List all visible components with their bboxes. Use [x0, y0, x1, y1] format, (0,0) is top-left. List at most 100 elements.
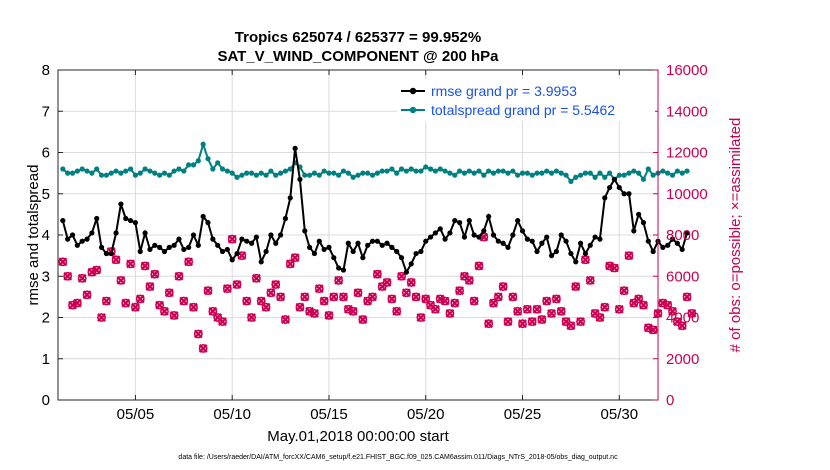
- obs-possible-point: [576, 317, 585, 327]
- y-tick-label-left: 2: [42, 310, 50, 327]
- y-tick-label-left: 6: [42, 145, 50, 162]
- obs-assimilated-point: [368, 292, 377, 302]
- rmse-point: [84, 236, 90, 242]
- obs-possible-point: [397, 271, 406, 281]
- totalspread-point: [389, 166, 395, 172]
- totalspread-point: [229, 170, 235, 176]
- obs-possible-point: [203, 286, 213, 296]
- totalspread-point: [650, 172, 656, 178]
- totalspread-point: [316, 172, 322, 178]
- obs-assimilated-point: [276, 292, 285, 302]
- totalspread-point: [510, 168, 516, 174]
- totalspread-point: [553, 168, 559, 174]
- rmse-point: [597, 236, 603, 242]
- rmse-point: [602, 195, 608, 201]
- obs-possible-point: [639, 300, 648, 310]
- rmse-point: [374, 238, 380, 244]
- rmse-point: [210, 236, 216, 242]
- rmse-point: [292, 145, 298, 151]
- obs-possible-point: [474, 261, 484, 271]
- totalspread-point: [495, 168, 501, 174]
- totalspread-point: [374, 170, 380, 176]
- rmse-point: [79, 238, 85, 244]
- rmse-point: [394, 248, 400, 255]
- obs-assimilated-point: [227, 234, 237, 244]
- obs-possible-point: [169, 311, 179, 320]
- rmse-point: [631, 228, 637, 234]
- y-tick-label-right: 8000: [666, 227, 699, 244]
- rmse-point: [326, 244, 332, 250]
- rmse-point: [684, 230, 690, 236]
- obs-possible-point: [232, 280, 242, 289]
- obs-possible-point: [281, 315, 290, 324]
- obs-assimilated-point: [624, 251, 634, 261]
- obs-possible-point: [406, 278, 416, 287]
- obs-assimilated-point: [232, 280, 242, 289]
- rmse-point: [229, 257, 235, 263]
- rmse-point: [340, 267, 347, 273]
- totalspread-point: [486, 168, 492, 174]
- obs-assimilated-point: [493, 292, 503, 302]
- totalspread-point: [161, 170, 168, 176]
- totalspread-line: [62, 140, 688, 183]
- rmse-point: [355, 240, 361, 246]
- obs-assimilated-point: [527, 317, 537, 327]
- rmse-point: [94, 215, 100, 222]
- obs-assimilated-point: [184, 257, 194, 267]
- rmse-point: [350, 248, 356, 255]
- obs-assimilated-point: [63, 271, 73, 281]
- obs-possible-point: [111, 255, 121, 265]
- rmse-point: [60, 217, 66, 224]
- legend-marker-rmse: [409, 87, 417, 95]
- totalspread-point: [210, 166, 216, 172]
- rmse-point: [539, 240, 545, 246]
- totalspread-point: [355, 172, 361, 178]
- obs-assimilated-point: [121, 298, 131, 308]
- obs-possible-point: [503, 317, 513, 327]
- obs-assimilated-point: [416, 313, 426, 322]
- rmse-point: [273, 240, 279, 246]
- obs-assimilated-point: [266, 288, 276, 298]
- obs-possible-point: [431, 304, 440, 314]
- obs-possible-point: [401, 288, 411, 298]
- y-tick-label-right: 16000: [666, 62, 708, 79]
- totalspread-point: [181, 168, 187, 174]
- obs-assimilated-point: [145, 282, 155, 291]
- rmse-point: [181, 246, 187, 253]
- totalspread-point: [500, 168, 506, 174]
- rmse-point: [345, 240, 351, 246]
- rmse-point: [403, 269, 409, 275]
- obs-possible-point: [97, 313, 106, 322]
- rmse-point: [418, 248, 424, 255]
- totalspread-point: [89, 170, 95, 176]
- rmse-point: [137, 248, 143, 255]
- obs-possible-point: [179, 296, 189, 306]
- totalspread-point: [215, 160, 221, 166]
- rmse-point: [592, 234, 598, 240]
- rmse-point: [665, 242, 671, 248]
- legend: rmse grand pr = 3.9953 totalspread grand…: [397, 79, 655, 121]
- y-tick-label-left: 8: [42, 62, 50, 79]
- obs-assimilated-point: [402, 288, 411, 298]
- legend-label-rmse: rmse grand pr = 3.9953: [431, 83, 577, 99]
- totalspread-point: [674, 168, 680, 174]
- rmse-point: [607, 184, 613, 191]
- totalspread-point: [539, 170, 545, 176]
- obs-possible-point: [527, 317, 537, 327]
- obs-assimilated-point: [508, 292, 518, 302]
- obs-assimilated-point: [281, 315, 290, 324]
- obs-assimilated-point: [382, 278, 392, 287]
- rmse-point: [427, 234, 434, 240]
- totalspread-point: [398, 166, 405, 172]
- obs-assimilated-point: [687, 308, 697, 318]
- obs-assimilated-point: [353, 288, 363, 298]
- x-tick-label: 05/10: [213, 406, 251, 423]
- obs-possible-point: [677, 321, 687, 331]
- obs-possible-point: [222, 284, 232, 294]
- rmse-point: [219, 248, 226, 255]
- obs-assimilated-point: [503, 317, 513, 327]
- totalspread-point: [258, 170, 264, 176]
- obs-possible-point: [619, 286, 629, 296]
- obs-possible-point: [464, 275, 474, 285]
- rmse-point: [544, 234, 550, 240]
